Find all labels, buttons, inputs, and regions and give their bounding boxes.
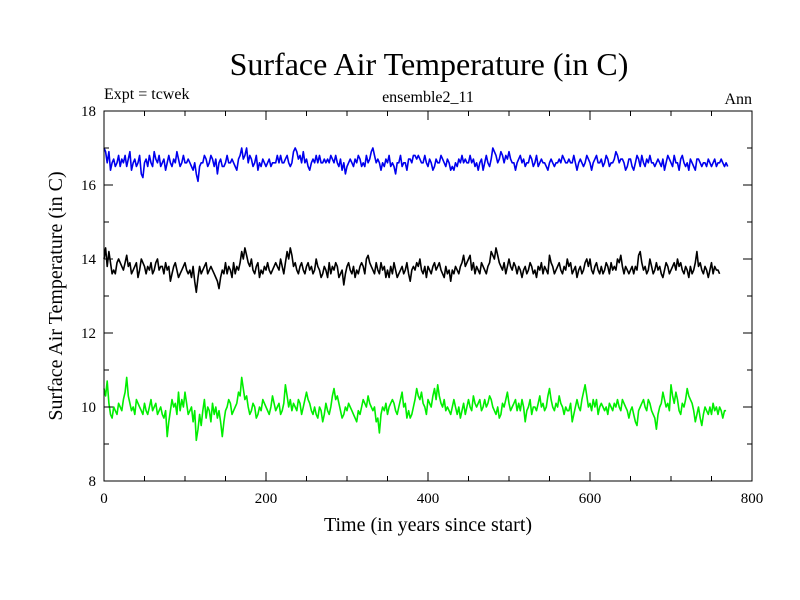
- y-tick-label: 14: [81, 252, 97, 268]
- x-tick-label: 0: [100, 491, 108, 507]
- y-tick-label: 18: [81, 104, 96, 120]
- y-tick-label: 12: [81, 326, 96, 342]
- x-tick-label: 800: [741, 491, 764, 507]
- y-tick-label: 10: [81, 400, 96, 416]
- series-layer: [103, 147, 729, 442]
- season-label: Ann: [724, 91, 752, 108]
- experiment-label: Expt = tcwek: [104, 86, 189, 103]
- x-tick-label: 200: [255, 491, 278, 507]
- y-tick-label: 8: [89, 474, 97, 490]
- x-axis-label: Time (in years since start): [324, 514, 532, 536]
- ensemble-label: ensemble2_11: [382, 89, 474, 106]
- x-tick-label: 400: [417, 491, 440, 507]
- y-axis-label: Surface Air Temperature (in C): [45, 171, 67, 420]
- y-tick-label: 16: [81, 178, 97, 194]
- x-tick-label: 600: [579, 491, 602, 507]
- series-line-black: [103, 247, 721, 294]
- chart-title: Surface Air Temperature (in C): [230, 46, 629, 82]
- series-line-blue: [103, 147, 729, 183]
- ticks-layer: 0 200 400 600 800 8 10 12 14 16 18: [81, 104, 763, 507]
- series-line-green: [103, 376, 727, 442]
- plot-frame: [103, 110, 753, 482]
